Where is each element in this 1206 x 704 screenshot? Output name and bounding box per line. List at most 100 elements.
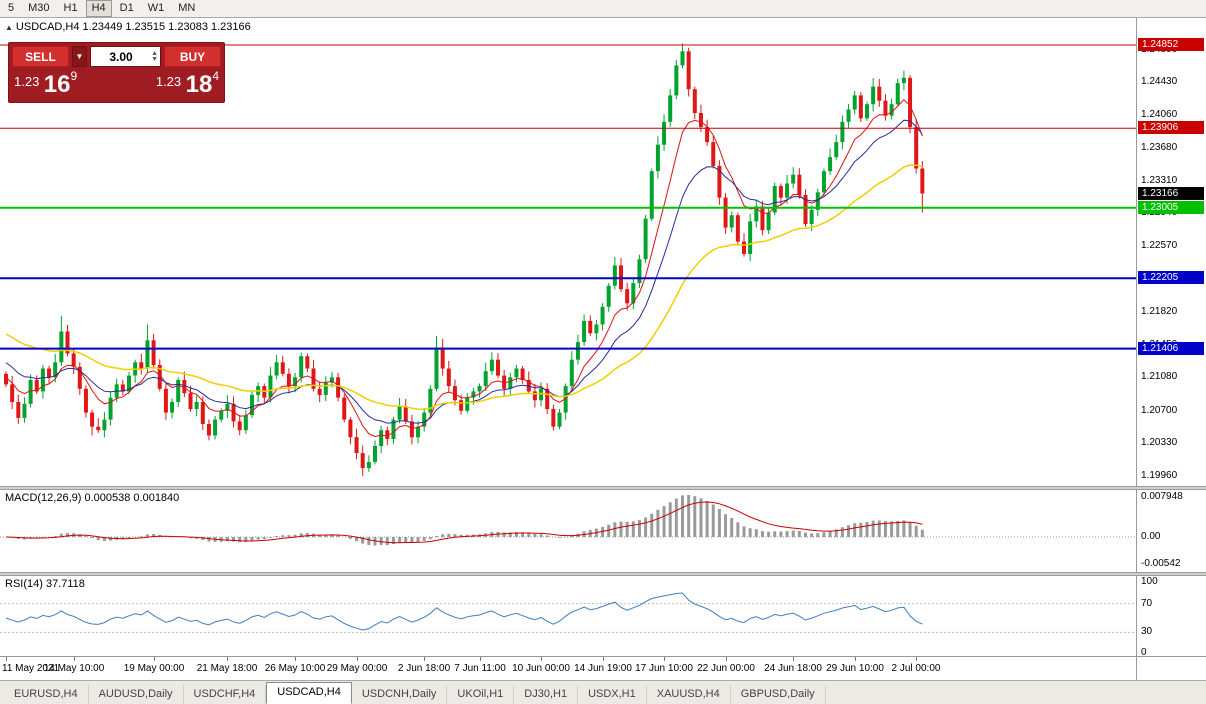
level-price-badge: 1.23005: [1138, 201, 1204, 214]
chart-title: ▲ USDCAD,H4 1.23449 1.23515 1.23083 1.231…: [5, 21, 251, 33]
price-tick: 1.22570: [1141, 240, 1178, 251]
volume-field: ▲▼: [90, 46, 161, 67]
rsi-axis-label: 100: [1141, 576, 1158, 587]
rsi-axis-label: 0: [1141, 647, 1147, 656]
level-price-badge: 1.21406: [1138, 342, 1204, 355]
candlestick-chart[interactable]: [0, 18, 1136, 486]
time-label: 14 Jun 19:00: [574, 663, 632, 674]
chart-shift-icon: ▲: [5, 23, 13, 32]
main-chart-pane[interactable]: ▲ USDCAD,H4 1.23449 1.23515 1.23083 1.231…: [0, 18, 1136, 486]
rsi-axis-label: 30: [1141, 626, 1153, 637]
price-tick: 1.23310: [1141, 175, 1178, 186]
time-label: 17 Jun 10:00: [635, 663, 693, 674]
time-label: 22 Jun 00:00: [697, 663, 755, 674]
time-tick: [227, 657, 228, 661]
period-button-mn[interactable]: MN: [178, 2, 196, 14]
time-tick: [855, 657, 856, 661]
order-type-dropdown[interactable]: ▼: [72, 46, 87, 67]
time-label: 14 May 10:00: [43, 663, 105, 674]
time-label: 19 May 00:00: [123, 663, 185, 674]
macd-pane: MACD(12,26,9) 0.000538 0.001840: [0, 490, 1136, 572]
rsi-header: RSI(14) 37.7118: [5, 578, 85, 590]
ask-price: 1.23 184: [155, 69, 219, 98]
rsi-chart: [0, 592, 1136, 633]
period-button-h4[interactable]: H4: [85, 0, 112, 17]
volume-input[interactable]: [91, 48, 152, 65]
level-price-badge: 1.23906: [1138, 121, 1204, 134]
time-label: 21 May 18:00: [196, 663, 258, 674]
chart-window: ▲ USDCAD,H4 1.23449 1.23515 1.23083 1.231…: [0, 18, 1206, 680]
rsi-axis-label: 70: [1141, 598, 1153, 609]
time-tick: [357, 657, 358, 661]
period-button-h1[interactable]: H1: [63, 2, 78, 14]
pane-divider[interactable]: [0, 572, 1206, 576]
chart-tab-usdchf[interactable]: USDCHF,H4: [184, 685, 267, 704]
time-tick: [6, 657, 7, 661]
chart-tab-bar: EURUSD,H4 AUDUSD,Daily USDCHF,H4 USDCAD,H4 U…: [0, 680, 1206, 704]
rsi-axis: 100 70 30 0: [1136, 576, 1206, 656]
time-tick: [726, 657, 727, 661]
price-tick: 1.21820: [1141, 306, 1178, 317]
time-label: 24 Jun 18:00: [764, 663, 822, 674]
chart-ohlc-text: USDCAD,H4 1.23449 1.23515 1.23083 1.2316…: [15, 21, 251, 33]
time-tick: [793, 657, 794, 661]
price-tick: 1.21080: [1141, 371, 1178, 382]
chart-tab-usdx[interactable]: USDX,H1: [578, 685, 647, 704]
time-tick: [664, 657, 665, 661]
arrow-down-icon: ▼: [151, 55, 158, 63]
time-label: 29 May 00:00: [326, 663, 388, 674]
time-label: 29 Jun 10:00: [826, 663, 884, 674]
time-tick: [480, 657, 481, 661]
period-button-w1[interactable]: W1: [147, 2, 165, 14]
period-button-5[interactable]: 5: [8, 2, 15, 14]
time-label: 26 May 10:00: [264, 663, 326, 674]
level-price-badge: 1.22205: [1138, 271, 1204, 284]
macd-axis: 0.007948 0.00 -0.00542: [1136, 490, 1206, 572]
macd-header: MACD(12,26,9) 0.000538 0.001840: [5, 492, 180, 504]
sell-button[interactable]: SELL: [12, 46, 69, 67]
price-tick: 1.23680: [1141, 142, 1178, 153]
pane-divider[interactable]: [0, 486, 1206, 490]
price-tick: 1.19960: [1141, 470, 1178, 481]
price-tick: 1.20700: [1141, 405, 1178, 416]
one-click-trading-panel: SELL ▼ ▲▼ BUY 1.23 169 1.23 184: [8, 42, 225, 103]
chart-tab-usdcnh[interactable]: USDCNH,Daily: [352, 685, 448, 704]
time-label: 7 Jun 11:00: [454, 663, 506, 674]
buy-button[interactable]: BUY: [164, 46, 221, 67]
time-tick: [424, 657, 425, 661]
chart-tab-audusd[interactable]: AUDUSD,Daily: [89, 685, 184, 704]
chart-tab-xauusd[interactable]: XAUUSD,H4: [647, 685, 731, 704]
price-tick: 1.24060: [1141, 109, 1178, 120]
time-tick: [295, 657, 296, 661]
chart-tab-ukoil[interactable]: UKOil,H1: [447, 685, 515, 704]
time-tick: [154, 657, 155, 661]
macd-chart: [0, 495, 1136, 546]
time-tick: [916, 657, 917, 661]
macd-axis-label: -0.00542: [1141, 558, 1181, 569]
chevron-down-icon: ▼: [75, 52, 84, 61]
macd-axis-label: 0.007948: [1141, 491, 1183, 502]
chart-tab-gbpusd[interactable]: GBPUSD,Daily: [731, 685, 826, 704]
chart-tab-dj30[interactable]: DJ30,H1: [514, 685, 579, 704]
time-label: 11 May 2021: [2, 663, 60, 674]
level-price-badge: 1.24852: [1138, 38, 1204, 51]
period-button-d1[interactable]: D1: [119, 2, 134, 14]
macd-axis-label: 0.00: [1141, 531, 1161, 542]
period-button-m30[interactable]: M30: [28, 2, 50, 14]
time-tick: [541, 657, 542, 661]
time-tick: [74, 657, 75, 661]
current-price-badge: 1.23166: [1138, 187, 1204, 200]
chart-tab-eurusd[interactable]: EURUSD,H4: [4, 685, 89, 704]
time-label: 2 Jun 18:00: [397, 663, 451, 674]
timeframe-toolbar: 5 M30 H1 H4 D1 W1 MN: [0, 0, 1206, 18]
time-label: 2 Jul 00:00: [891, 663, 941, 674]
time-tick: [603, 657, 604, 661]
time-axis: 11 May 2021 14 May 10:00 19 May 00:00 21 Ma…: [0, 656, 1136, 680]
volume-stepper[interactable]: ▲ ▼: [151, 50, 160, 63]
price-tick: 1.24430: [1141, 76, 1178, 87]
price-axis: 1.248001.244301.240601.236801.233101.229…: [1136, 18, 1206, 486]
price-tick: 1.20330: [1141, 437, 1178, 448]
axis-corner: [1136, 656, 1206, 680]
chart-tab-usdcad[interactable]: USDCAD,H4: [266, 682, 352, 704]
